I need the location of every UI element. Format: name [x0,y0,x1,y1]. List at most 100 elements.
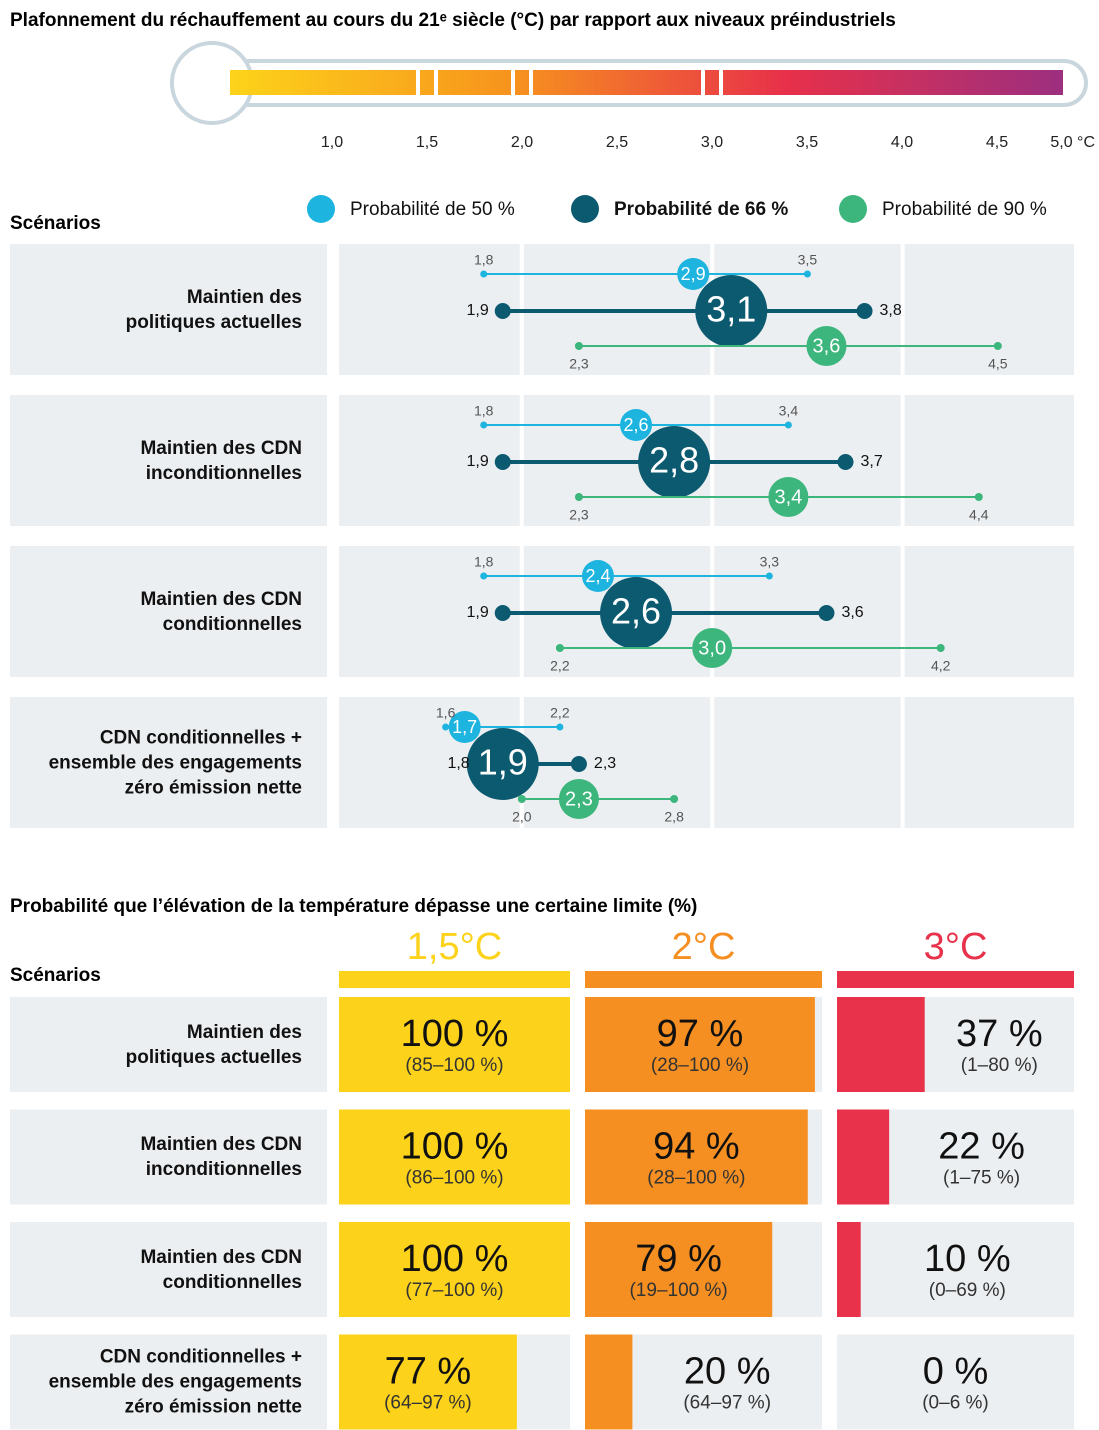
range-high-label: 3,6 [841,604,863,621]
bar [585,1222,773,1317]
median-marker [677,258,710,290]
threshold-marker [719,70,723,95]
median-marker [581,560,614,592]
median-marker [558,779,599,819]
range-low-label: 1,8 [474,403,494,419]
range-high-label: 3,3 [760,554,780,570]
x-tick-label: 4,0 [891,134,913,151]
chart-title: Probabilité que l’élévation de la tempér… [10,896,697,917]
range-low [494,605,511,621]
value-label: 100 % [401,1126,509,1168]
range-high-label: 3,7 [861,453,883,470]
range-label: (64–97 %) [384,1393,472,1414]
median-marker [768,477,809,517]
range-high-label: 3,8 [880,302,902,319]
range-label: (0–6 %) [922,1393,989,1414]
range-low [574,493,583,501]
range-low-label: 1,9 [467,302,489,319]
legend-marker [571,195,599,223]
range-low-label: 1,8 [474,554,494,570]
range-label: (19–100 %) [629,1280,727,1301]
row-label-panel [10,395,327,526]
legend-label: Probabilité de 50 % [350,199,515,220]
range-low [555,644,564,652]
x-tick-label: 4,5 [986,134,1008,151]
legend-label: Probabilité de 90 % [882,199,1047,220]
cell-background [837,1334,1074,1430]
median-marker [638,426,711,498]
scenario-label: Maintien des CDN conditionnelles [140,588,302,635]
median-marker [600,577,673,649]
value-label: 10 % [924,1238,1011,1280]
range-low-label: 1,9 [467,604,489,621]
range-high-label: 3,5 [798,252,818,268]
range-label: (64–97 %) [683,1393,771,1414]
row-label-panel [10,997,327,1092]
x-tick-label: 3,0 [701,134,723,151]
thermometer-fill [230,70,1063,95]
range-high [856,303,873,319]
range-high [837,454,854,470]
value-label: 79 % [635,1238,722,1280]
row-label-panel [10,1222,327,1317]
range-high [570,756,587,772]
range-low [494,454,511,470]
bar [339,1109,570,1205]
range-low [480,421,488,429]
median-label: 3,1 [706,289,756,330]
row-label-panel [10,697,327,828]
median-marker [620,409,653,441]
bar [837,1222,861,1317]
column-strip [585,971,822,988]
column-header: 3°C [924,926,988,968]
value-label: 97 % [657,1013,744,1055]
median-label: 3,6 [813,335,841,357]
range-high-label: 2,2 [550,705,570,721]
chart-title: Plafonnement du réchauffement au cours d… [10,10,896,31]
x-tick-label: 2,0 [511,134,533,151]
range-low-label: 1,6 [436,705,456,721]
median-label: 3,4 [774,486,802,508]
range-high [670,795,679,803]
scenario-label: Maintien des CDN conditionnelles [140,1246,302,1293]
value-label: 100 % [401,1238,509,1280]
range-low [574,342,583,350]
median-marker [448,711,481,743]
x-tick-label: 2,5 [606,134,628,151]
value-label: 37 % [956,1013,1043,1055]
column-strip [339,971,570,988]
median-label: 2,6 [611,591,661,632]
range-high [556,723,564,731]
range-low-label: 1,8 [447,755,469,772]
column-header: 1,5°C [407,926,502,968]
value-label: 22 % [938,1126,1025,1168]
scenario-label: Maintien des politiques actuelles [125,1021,302,1068]
range-low-label: 2,2 [550,658,570,674]
median-label: 3,0 [698,637,726,659]
range-label: (28–100 %) [651,1055,749,1076]
scenario-label: CDN conditionnelles + ensemble des engag… [48,1346,302,1418]
x-tick-label: 1,5 [416,134,438,151]
y-axis-label: Scénarios [10,965,101,986]
range-high [818,605,835,621]
scenario-label: CDN conditionnelles + ensemble des engag… [48,727,302,798]
scenario-label: Maintien des CDN inconditionnelles [140,1134,302,1180]
row-label-panel [10,546,327,677]
legend-marker [839,195,867,223]
column-strip [837,971,1074,988]
median-label: 2,8 [649,440,699,481]
range-low-label: 2,0 [512,809,532,825]
range-high-label: 4,4 [969,507,989,523]
value-label: 100 % [401,1013,509,1055]
x-tick-label: 3,5 [796,134,818,151]
bar [585,1109,808,1205]
median-label: 1,7 [452,717,477,737]
range-high [765,572,773,580]
range-high [784,421,792,429]
range-low [480,572,488,580]
bar [837,1109,890,1205]
range-high [803,270,811,278]
range-low-label: 1,8 [474,252,494,268]
